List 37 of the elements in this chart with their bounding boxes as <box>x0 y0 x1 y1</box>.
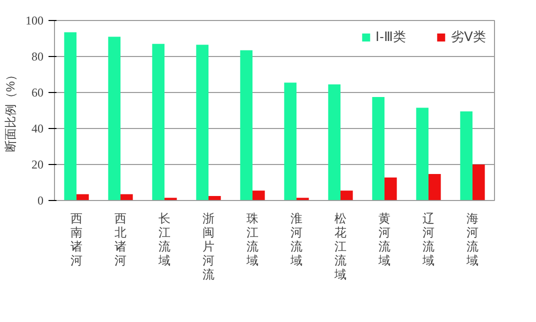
legend-label: 劣Ⅴ类 <box>451 28 486 46</box>
x-tick-label: 浙闽片河流 <box>202 212 214 282</box>
bar <box>252 190 265 200</box>
bar <box>384 177 397 200</box>
x-tick-label: 淮河流域 <box>290 212 302 268</box>
y-tick-label: 0 <box>38 194 44 208</box>
y-axis-title: 断面比例（%） <box>4 69 18 152</box>
bar <box>152 44 164 200</box>
bar <box>64 32 76 200</box>
x-tick-label: 黄河流域 <box>378 212 390 268</box>
bar <box>196 44 208 200</box>
legend-label: Ⅰ-Ⅲ类 <box>376 28 406 46</box>
x-tick-label: 西南诸河 <box>70 212 82 268</box>
y-tick-label: 40 <box>32 122 44 136</box>
y-tick-label: 20 <box>32 158 44 172</box>
bar <box>460 111 472 200</box>
x-tick-label: 西北诸河 <box>114 212 126 268</box>
x-tick-label: 松花江流域 <box>334 212 346 282</box>
bar <box>76 194 89 200</box>
bar <box>372 97 384 200</box>
bar <box>284 82 296 200</box>
bar <box>108 36 120 200</box>
bar <box>240 50 252 200</box>
y-tick-label: 80 <box>32 50 44 64</box>
bar <box>416 108 428 200</box>
bar <box>328 84 340 200</box>
bar <box>472 164 485 200</box>
bar <box>428 174 441 200</box>
bar <box>340 190 353 200</box>
x-tick-label: 辽河流域 <box>422 212 434 268</box>
x-tick-label: 珠江流域 <box>246 212 258 268</box>
y-tick-label: 100 <box>26 14 44 28</box>
x-tick-label: 长江流域 <box>158 212 170 268</box>
x-tick-label: 海河流域 <box>466 212 478 268</box>
bar <box>208 196 221 200</box>
y-tick-label: 60 <box>32 86 44 100</box>
bar <box>120 194 133 200</box>
